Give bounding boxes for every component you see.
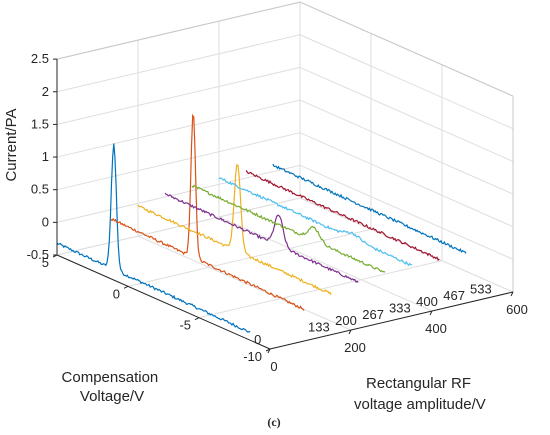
x-axis-title: Compensation Voltage/V <box>62 369 163 405</box>
y-tick-mark <box>267 348 271 354</box>
y-axis-title-line-2: voltage amplitude/V <box>354 396 486 413</box>
x-tick-label: 5 <box>42 255 49 270</box>
y-tick-label: 600 <box>506 302 528 317</box>
z-tick-label: 0.5 <box>31 182 49 197</box>
series-label-400: 400 <box>416 294 438 309</box>
x-axis-title-line-2: Voltage/V <box>80 388 144 405</box>
y-tick-mark <box>429 310 433 316</box>
gridline-floor-x <box>127 228 372 287</box>
gridline-floor-y <box>137 235 352 331</box>
z-tick-label: 2.5 <box>31 51 49 66</box>
series-line-0 <box>56 143 251 333</box>
series-line-133 <box>110 113 305 311</box>
series-line-533 <box>272 163 467 254</box>
gridline-back-z <box>56 164 301 223</box>
series-label-333: 333 <box>389 301 411 316</box>
x-tick-label: 0 <box>113 286 120 301</box>
y-axis-title-line-1: Rectangular RF <box>366 375 471 392</box>
x-tick-label: -10 <box>243 349 262 364</box>
x-tick-mark <box>194 317 200 321</box>
x-tick-mark <box>123 285 129 289</box>
series-line-400 <box>218 177 413 267</box>
x-tick-label: -5 <box>179 318 191 333</box>
gridline-back-z <box>56 132 301 191</box>
figure-caption: (c) <box>267 415 280 429</box>
series-line-200 <box>137 163 332 296</box>
z-tick-label: 1 <box>42 149 49 164</box>
x-axis-line <box>56 254 271 350</box>
series-label-0: 0 <box>254 332 261 347</box>
series-label-133: 133 <box>308 320 330 335</box>
gridline-side-z <box>299 164 514 260</box>
gridline-side-z <box>299 99 514 195</box>
box-edge-top-side <box>299 1 514 97</box>
y-tick-label: 400 <box>425 321 447 336</box>
y-tick-mark <box>348 329 352 335</box>
labels-layer: 0 133 200 267 333 400 467 533 5 0 -5 -10 0 200 400 600 2… <box>27 51 528 374</box>
gridline-side-z <box>299 197 514 293</box>
gridline-side-z <box>299 132 514 228</box>
x-axis-title-line-1: Compensation <box>62 369 159 386</box>
gridline-back-z <box>56 197 301 256</box>
series-line-467 <box>245 170 440 262</box>
y-tick-mark <box>510 291 514 297</box>
gridline-side-z <box>299 66 514 162</box>
series-line-333 <box>191 184 386 273</box>
y-axis-title: Rectangular RF voltage amplitude/V <box>354 375 486 413</box>
gridline-back-z <box>56 99 301 158</box>
y-tick-label: 200 <box>344 340 366 355</box>
gridline-floor-y <box>218 216 433 312</box>
z-tick-label: 1.5 <box>31 116 49 131</box>
y-tick-label: 0 <box>270 359 277 374</box>
gridline-back-z <box>56 34 301 93</box>
box-edge-top-back <box>56 1 301 60</box>
series-line-267 <box>164 192 359 283</box>
series-label-533: 533 <box>470 282 492 297</box>
gridline-back-z <box>56 66 301 125</box>
series-layer <box>56 113 467 333</box>
gridline-side-z <box>299 34 514 130</box>
z-tick-label: -0.5 <box>27 247 49 262</box>
axes-layer <box>52 58 514 354</box>
series-label-200: 200 <box>335 313 357 328</box>
z-tick-label: 0 <box>42 214 49 229</box>
series-label-267: 267 <box>362 307 384 322</box>
series-label-467: 467 <box>443 288 465 303</box>
z-tick-label: 2 <box>42 84 49 99</box>
z-axis-title: Current/PA <box>3 108 20 181</box>
y-axis-line <box>269 291 514 350</box>
